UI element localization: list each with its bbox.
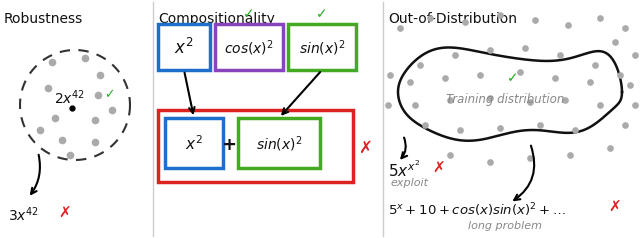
Text: ✗: ✗ <box>58 205 71 220</box>
Text: $2x^{42}$: $2x^{42}$ <box>54 89 85 107</box>
Text: ✗: ✗ <box>432 160 445 175</box>
FancyBboxPatch shape <box>238 118 320 168</box>
Text: ✓: ✓ <box>507 71 519 85</box>
Text: $5^x + 10 + cos(x)sin(x)^2 + \ldots$: $5^x + 10 + cos(x)sin(x)^2 + \ldots$ <box>388 201 566 219</box>
Text: ✓: ✓ <box>243 7 255 21</box>
Text: Robustness: Robustness <box>4 12 83 26</box>
Text: $sin(x)^2$: $sin(x)^2$ <box>256 134 302 154</box>
Text: long problem: long problem <box>468 221 542 231</box>
Text: $x^2$: $x^2$ <box>174 38 194 58</box>
Text: $cos(x)^2$: $cos(x)^2$ <box>224 38 274 58</box>
FancyBboxPatch shape <box>215 24 283 70</box>
Text: +: + <box>221 136 237 154</box>
FancyBboxPatch shape <box>165 118 223 168</box>
Text: ✗: ✗ <box>608 199 621 214</box>
Text: ✗: ✗ <box>358 139 372 157</box>
FancyBboxPatch shape <box>288 24 356 70</box>
Text: $x^2$: $x^2$ <box>185 135 203 153</box>
Text: Training distribution: Training distribution <box>446 94 564 106</box>
Text: $3x^{42}$: $3x^{42}$ <box>8 206 39 224</box>
Text: Compositionality: Compositionality <box>158 12 275 26</box>
Text: Out-of-Distribution: Out-of-Distribution <box>388 12 517 26</box>
Text: exploit: exploit <box>390 178 428 188</box>
Text: ✓: ✓ <box>104 89 115 101</box>
FancyBboxPatch shape <box>158 110 353 182</box>
Text: $5x^{x^2}$: $5x^{x^2}$ <box>388 160 420 180</box>
Text: $sin(x)^2$: $sin(x)^2$ <box>299 38 345 58</box>
FancyBboxPatch shape <box>158 24 210 70</box>
Text: ✓: ✓ <box>316 7 328 21</box>
